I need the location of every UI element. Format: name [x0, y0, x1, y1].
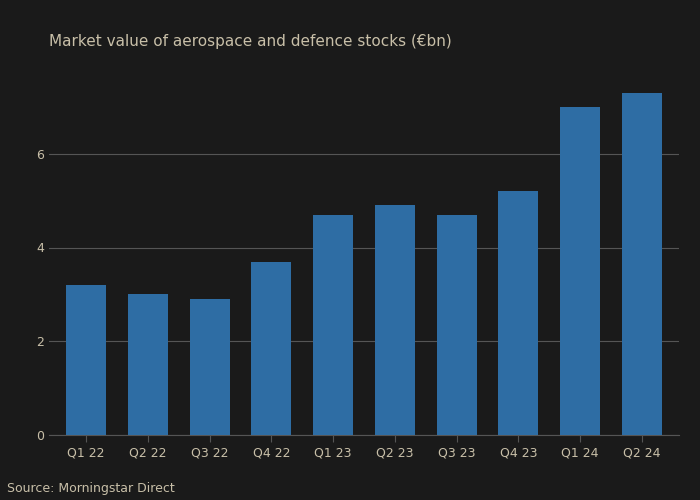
Bar: [66, 285, 106, 435]
Bar: [437, 214, 477, 435]
Bar: [190, 299, 230, 435]
Bar: [251, 262, 291, 435]
Text: Source: Morningstar Direct: Source: Morningstar Direct: [7, 482, 175, 495]
Bar: [313, 214, 354, 435]
Text: Market value of aerospace and defence stocks (€bn): Market value of aerospace and defence st…: [49, 34, 451, 49]
Bar: [622, 93, 662, 435]
Bar: [374, 206, 415, 435]
Bar: [498, 191, 538, 435]
Bar: [560, 107, 601, 435]
Bar: [128, 294, 168, 435]
